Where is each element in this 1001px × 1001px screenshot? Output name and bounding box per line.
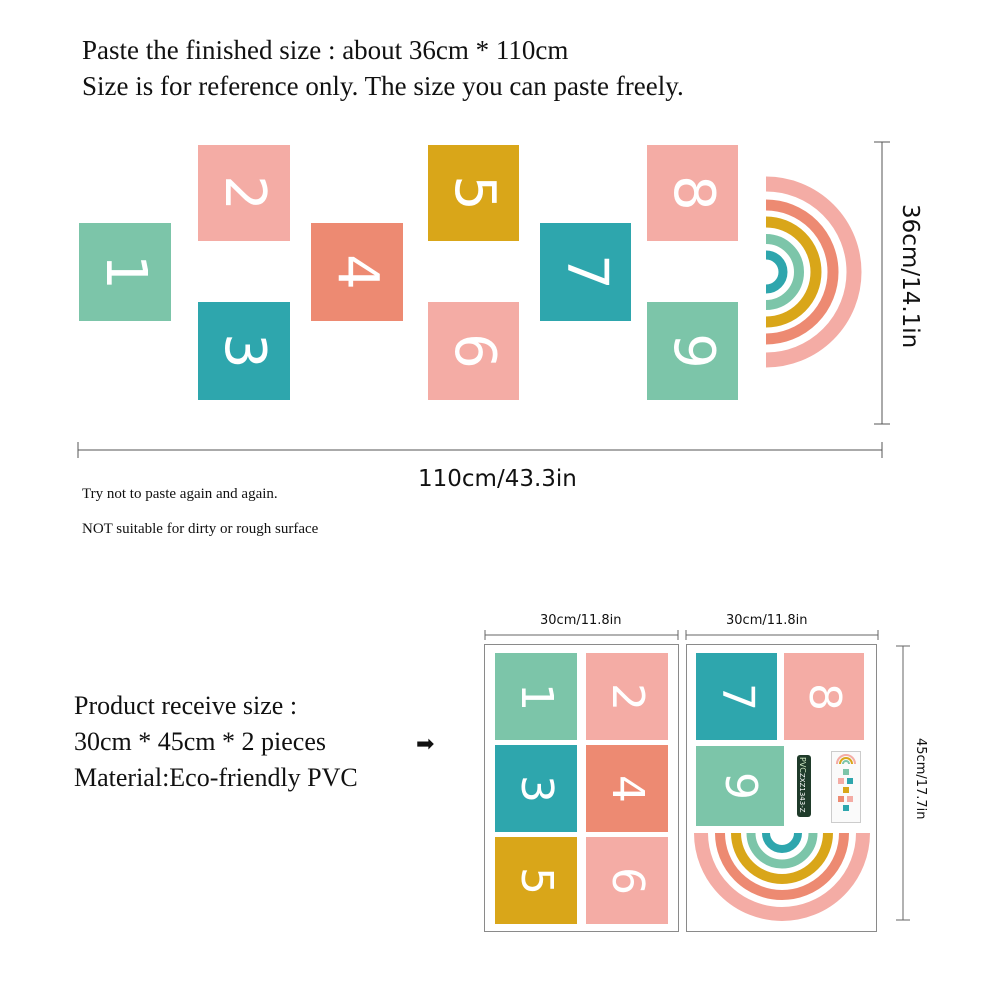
rainbow-band-5	[765, 250, 788, 294]
tile-number: 7	[711, 682, 763, 711]
tile-number: 2	[211, 175, 277, 211]
tile-number: 3	[211, 333, 277, 369]
top-tile-8: 8	[647, 145, 738, 241]
tile-number: 7	[553, 254, 619, 290]
sheet2-tile-8: 8	[784, 653, 864, 740]
product-receive-size-label: Product receive size :	[74, 691, 298, 720]
tile-number: 6	[441, 333, 507, 369]
sheet1-tile-5: 5	[495, 837, 577, 924]
sheet1-tile-6: 6	[586, 837, 668, 924]
product-material: Material:Eco-friendly PVC	[74, 763, 358, 792]
sheet1-width-label: 30cm/11.8in	[540, 613, 622, 628]
tile-number: 8	[660, 175, 726, 211]
package-label-material: PVC	[798, 757, 807, 773]
sheet-height-line	[896, 645, 910, 921]
top-tile-2: 2	[198, 145, 290, 241]
tile-number: 1	[511, 682, 562, 711]
sheet2-rainbow-band-1	[694, 832, 870, 921]
sheet2-rainbow	[694, 832, 870, 921]
tile-number: 6	[602, 866, 653, 895]
sheet2-width-label: 30cm/11.8in	[726, 613, 808, 628]
rainbow-band-4	[765, 234, 804, 310]
sheet2-rainbow-band-4	[746, 832, 818, 869]
sheet1-tile-4: 4	[586, 745, 668, 832]
rainbow-illustration	[765, 176, 862, 368]
package-label: PVC ZXZ1343-Z	[797, 755, 811, 817]
arrow-right-icon: ➡	[416, 732, 435, 757]
sheet-height-label: 45cm/17.7in	[913, 738, 928, 820]
top-tile-5: 5	[428, 145, 519, 241]
width-dimension-line	[77, 442, 883, 458]
tile-number: 2	[602, 682, 653, 711]
top-tile-7: 7	[540, 223, 631, 321]
preview-thumbnail-graphic	[836, 754, 856, 811]
tile-number: 4	[324, 254, 390, 290]
tile-number: 1	[92, 254, 158, 290]
note-surface: NOT suitable for dirty or rough surface	[82, 521, 319, 537]
height-label: 36cm/14.1in	[897, 204, 923, 349]
sheet2-rainbow-band-5	[762, 832, 802, 853]
top-tile-9: 9	[647, 302, 738, 400]
tile-number: 3	[511, 774, 562, 803]
rainbow-band-1	[765, 176, 862, 368]
width-label: 110cm/43.3in	[418, 466, 577, 492]
sheet2-tile-7: 7	[696, 653, 777, 740]
tile-number: 5	[441, 175, 507, 211]
rainbow-band-3	[765, 216, 822, 328]
top-tile-4: 4	[311, 223, 403, 321]
sheet2-rainbow-band-2	[715, 832, 849, 900]
headline-finished-size: Paste the finished size : about 36cm * 1…	[82, 35, 569, 65]
top-tile-6: 6	[428, 302, 519, 400]
top-tile-1: 1	[79, 223, 171, 321]
headline-size-reference: Size is for reference only. The size you…	[82, 71, 684, 101]
sheet1-tile-2: 2	[586, 653, 668, 740]
tile-number: 9	[715, 772, 766, 800]
tile-number: 9	[660, 333, 726, 369]
tile-number: 4	[602, 774, 653, 803]
package-label-code: ZXZ1343-Z	[798, 773, 806, 813]
product-pieces: 30cm * 45cm * 2 pieces	[74, 727, 326, 756]
top-tile-3: 3	[198, 302, 290, 400]
sheet1-tile-3: 3	[495, 745, 577, 832]
sheet-width-lines	[484, 630, 879, 640]
sheet2-tile-9: 9	[696, 746, 784, 826]
sticker-sheet-2: 7 8 9 PVC ZXZ1343-Z	[686, 644, 877, 932]
sheet1-tile-1: 1	[495, 653, 577, 740]
note-paste-again: Try not to paste again and again.	[82, 486, 278, 502]
preview-thumbnail	[831, 751, 861, 823]
rainbow-band-2	[765, 199, 839, 345]
sticker-sheet-1: 1 2 3 4 5 6	[484, 644, 679, 932]
tile-number: 8	[799, 682, 850, 711]
sheet2-rainbow-band-3	[731, 832, 833, 884]
tile-number: 5	[511, 866, 562, 895]
height-dimension-line	[874, 141, 890, 425]
